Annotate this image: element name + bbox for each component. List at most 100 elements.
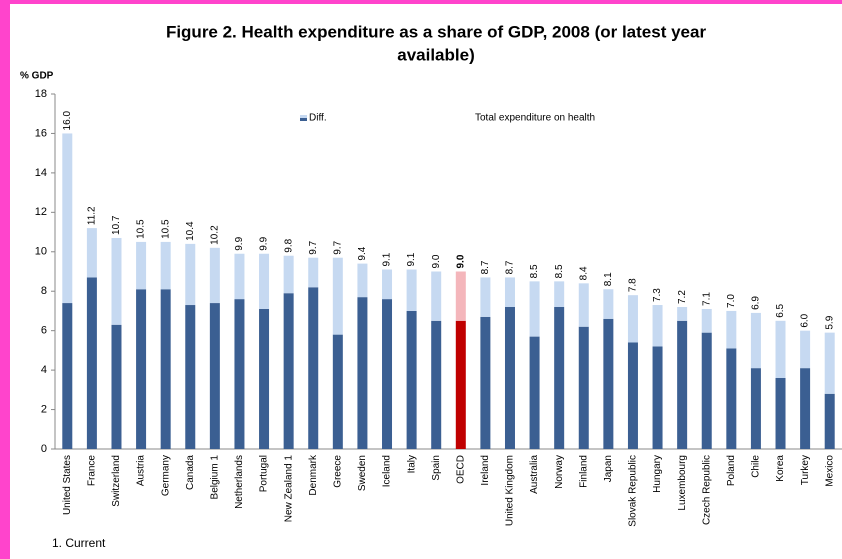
chart-title: Figure 2. Health expenditure as a share … [166,22,707,41]
bar-segment [283,255,294,294]
bar-segment [775,378,786,449]
bar-segment [603,289,614,319]
x-tick-label: United Kingdom [505,455,516,526]
bar-segment [308,287,319,449]
bar-segment [726,310,737,349]
value-label: 9.1 [382,252,393,266]
bar-segment [160,241,171,290]
bar-segment [480,316,491,449]
bar-segment [529,281,540,337]
value-label: 8.4 [578,266,589,280]
bar-segment [726,348,737,449]
x-tick-label: New Zealand 1 [283,455,294,523]
bar-segment [62,303,73,449]
y-tick-label: 6 [41,325,47,337]
x-tick-label: OECD [455,455,466,484]
value-label: 9.7 [308,240,319,254]
y-tick-label: 2 [41,403,47,415]
bar-segment [824,332,835,394]
value-label: 10.2 [210,225,221,245]
value-label: 9.7 [332,240,343,254]
value-label: 9.4 [357,246,368,260]
y-tick-label: 16 [35,127,47,139]
x-tick-label: Portugal [259,455,270,492]
top-border [0,0,842,4]
value-label: 9.0 [455,254,466,268]
bar-segment [406,269,417,311]
x-tick-label: Finland [578,455,589,488]
value-label: 6.9 [751,296,762,310]
bar-segment [578,326,589,449]
bar-segment [332,334,343,449]
bar-segment [382,299,393,449]
bar-segment [431,271,442,321]
x-tick-label: Mexico [824,455,835,487]
value-label: 7.0 [726,294,737,308]
bar-segment [86,228,97,278]
bar-segment [185,305,196,449]
x-tick-label: Netherlands [234,455,245,509]
value-label: 10.4 [185,221,196,241]
x-tick-label: Belgium 1 [210,455,221,500]
y-tick-label: 12 [35,206,47,218]
value-label: 9.9 [259,236,270,250]
bar-segment [750,368,761,449]
bar-segment [259,308,270,449]
y-axis-label: % GDP [20,71,54,82]
bar-segment [677,307,688,321]
legend-swatch [300,118,307,121]
value-label: 7.8 [628,278,639,292]
x-tick-label: Austria [136,455,147,487]
bar-segment [554,307,565,449]
bar-segment [504,277,515,307]
value-label: 8.7 [505,260,516,274]
x-tick-label: Denmark [308,454,319,496]
chart-title: available) [397,45,475,64]
bar-segment [160,289,171,449]
left-border [0,0,10,559]
bar-segment [554,281,565,307]
bar-segment [627,342,638,449]
bar-segment [504,307,515,449]
value-label: 7.1 [701,292,712,306]
value-label: 9.0 [431,254,442,268]
x-tick-label: Poland [726,455,737,486]
footnote: 1. Current [52,536,106,550]
bar-segment [234,299,245,449]
x-tick-label: Korea [775,455,786,482]
x-tick-label: Turkey [800,455,811,485]
bar-segment [209,303,220,449]
bar-segment [824,393,835,449]
x-tick-label: Canada [185,455,196,490]
x-tick-label: Hungary [652,455,663,493]
x-tick-label: Slovak Republic [628,455,639,527]
y-tick-label: 14 [35,167,47,179]
bar-segment [357,263,368,298]
x-tick-label: Japan [603,455,614,482]
bar-segment [185,243,196,306]
x-tick-label: Chile [751,455,762,478]
bar-segment [259,253,270,309]
bar-segment [627,295,638,343]
bar-segment [86,277,97,449]
x-tick-label: Norway [554,455,565,489]
x-tick-label: Luxembourg [677,455,688,511]
bar-segment [406,310,417,449]
bar-segment [111,237,122,325]
value-label: 7.3 [652,288,663,302]
bar-segment [652,305,663,347]
bar-segment [234,253,245,300]
bar-segment [283,293,294,449]
value-label: 11.2 [87,206,98,225]
bar-segment [332,257,343,335]
bar-segment [750,312,761,369]
value-label: 7.2 [677,290,688,304]
bar-segment [603,318,614,449]
value-label: 8.5 [529,264,540,278]
bar-segment [136,241,147,290]
y-tick-label: 4 [41,364,47,376]
bar-segment [357,297,368,449]
value-label: 8.5 [554,264,565,278]
bar-segment [455,320,466,449]
bar-segment [382,269,393,300]
